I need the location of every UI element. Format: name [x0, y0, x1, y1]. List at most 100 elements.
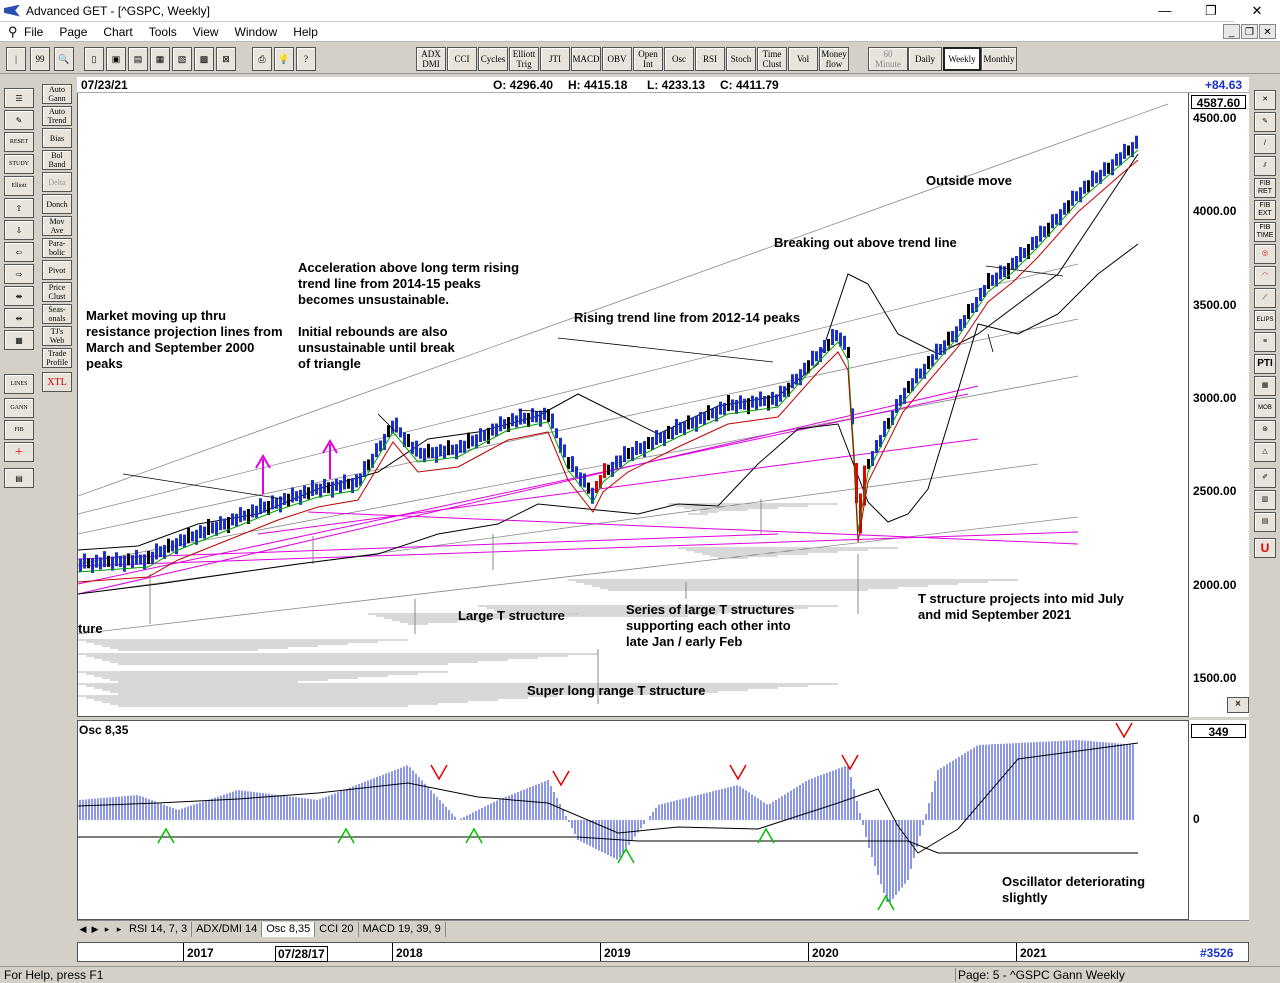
arc-tool-icon[interactable]: ◠: [1254, 266, 1276, 286]
indicator-obv-button[interactable]: OBV: [602, 47, 632, 71]
tile-icon[interactable]: ▦: [150, 47, 170, 71]
tab-prev-icon[interactable]: ▸: [104, 923, 110, 934]
tab-rsi[interactable]: RSI 14, 7, 3: [125, 921, 193, 937]
menu-tools[interactable]: Tools: [148, 24, 177, 39]
open-chart-icon[interactable]: ▤: [128, 47, 148, 71]
channel-tool-icon[interactable]: ⫽: [1254, 156, 1276, 176]
scale-icon[interactable]: ⩙: [1227, 697, 1249, 713]
document-icon[interactable]: ⚲: [8, 23, 18, 39]
pencil-icon[interactable]: ✎: [1254, 112, 1276, 132]
period-daily-button[interactable]: Daily: [908, 47, 942, 71]
indicator-elliott-trig-button[interactable]: Elliott Trig: [509, 47, 539, 71]
fib-ext-button[interactable]: FIB EXT: [1254, 200, 1276, 220]
lines-button[interactable]: LINES: [4, 374, 34, 394]
tab-next-icon[interactable]: ▸: [116, 923, 122, 934]
menu-file[interactable]: File: [24, 24, 44, 39]
zone-tool-icon[interactable]: ▤: [1254, 512, 1276, 532]
help-icon[interactable]: ?: [296, 47, 316, 71]
magnet-icon[interactable]: U: [1254, 538, 1276, 558]
menu-view[interactable]: View: [192, 24, 219, 39]
tool-delta-button[interactable]: Delta: [42, 172, 72, 192]
indicator-vol-button[interactable]: Vol: [788, 47, 818, 71]
tool-trade-profile-button[interactable]: Trade Profile: [42, 348, 72, 368]
compress-icon[interactable]: ⇼: [4, 286, 34, 306]
tool-seasonals-button[interactable]: Seas- onals: [42, 304, 72, 324]
indicator-jti-button[interactable]: JTI: [540, 47, 570, 71]
maximize-button[interactable]: ❐: [1205, 3, 1217, 18]
circle-tool-icon[interactable]: ◎: [1254, 244, 1276, 264]
gann-button[interactable]: GANN: [4, 398, 34, 418]
tool-xtl-button[interactable]: XTL: [42, 372, 72, 392]
tab-first-icon[interactable]: ◀: [79, 923, 87, 934]
delete-icon[interactable]: ⊠: [216, 47, 236, 71]
pin-icon[interactable]: |: [6, 47, 26, 71]
indicator-osc-button[interactable]: Osc: [664, 47, 694, 71]
cycle-tool-icon[interactable]: ⊛: [1254, 420, 1276, 440]
menu-page[interactable]: Page: [59, 24, 88, 39]
zoom-icon[interactable]: 🔍: [54, 47, 74, 71]
study-button[interactable]: STUDY: [4, 154, 34, 174]
crosshair-icon[interactable]: +: [4, 442, 34, 462]
fib-button[interactable]: FIB: [4, 420, 34, 440]
tool-draw-icon[interactable]: ✎: [4, 110, 34, 130]
tab-osc[interactable]: Osc 8,35: [262, 921, 316, 937]
tool-auto-gann-button[interactable]: Auto Gann: [42, 84, 72, 104]
period-60-minute-button[interactable]: 60 Minute: [868, 47, 908, 71]
grid-icon[interactable]: ▩: [194, 47, 214, 71]
period-weekly-button[interactable]: Weekly: [943, 47, 981, 71]
fib-time-button[interactable]: FIB TIME: [1254, 222, 1276, 242]
tool-bias-button[interactable]: Bias: [42, 128, 72, 148]
tool-hand-icon[interactable]: ☰: [4, 88, 34, 108]
line-tool-icon[interactable]: /: [1254, 134, 1276, 154]
elips-button[interactable]: ELIPS: [1254, 310, 1276, 330]
print-icon[interactable]: ⎙: [252, 47, 272, 71]
indicator-open-int-button[interactable]: Open Int: [633, 47, 663, 71]
copy-page-icon[interactable]: ▣: [106, 47, 126, 71]
triangle-tool-icon[interactable]: △: [1254, 442, 1276, 462]
arrow-left-icon[interactable]: ⇦: [4, 242, 34, 262]
tool-mov-ave-button[interactable]: Mov Ave: [42, 216, 72, 236]
menu-help[interactable]: Help: [293, 24, 318, 39]
fib-ret-button[interactable]: FIB RET: [1254, 178, 1276, 198]
pti-button[interactable]: PTI: [1254, 354, 1276, 374]
tool-parabolic-button[interactable]: Para- bolic: [42, 238, 72, 258]
tab-cci[interactable]: CCI 20: [315, 921, 359, 937]
reset-button[interactable]: RESET: [4, 132, 34, 152]
arrow-down-icon[interactable]: ⇩: [4, 220, 34, 240]
tool-bol-band-button[interactable]: Bol Band: [42, 150, 72, 170]
pen-tool-icon[interactable]: ✐: [1254, 468, 1276, 488]
mdi-restore-button[interactable]: ❐: [1241, 24, 1258, 39]
table-tool-icon[interactable]: ▦: [1254, 376, 1276, 396]
expand-icon[interactable]: ⇹: [4, 308, 34, 328]
tool-pivot-button[interactable]: Pivot: [42, 260, 72, 280]
elliott-button[interactable]: Elliott: [4, 176, 34, 196]
tab-macd[interactable]: MACD 19, 39, 9: [359, 921, 446, 937]
tab-adx-dmi[interactable]: ADX/DMI 14: [192, 921, 263, 937]
period-monthly-button[interactable]: Monthly: [981, 47, 1017, 71]
indicator-stoch-button[interactable]: Stoch: [726, 47, 756, 71]
quote-icon[interactable]: 99: [30, 47, 50, 71]
calc-icon[interactable]: ▦: [4, 330, 34, 350]
new-page-icon[interactable]: ▯: [84, 47, 104, 71]
close-drawing-icon[interactable]: ✕: [1254, 90, 1276, 110]
mdi-minimize-button[interactable]: _: [1223, 24, 1240, 39]
indicator-cci-button[interactable]: CCI: [447, 47, 477, 71]
hint-icon[interactable]: 💡: [274, 47, 294, 71]
tool-auto-trend-button[interactable]: Auto Trend: [42, 106, 72, 126]
indicator-macd-button[interactable]: MACD: [571, 47, 601, 71]
tab-last-icon[interactable]: ▶: [91, 923, 99, 934]
fan-tool-icon[interactable]: ⟋: [1254, 288, 1276, 308]
indicator-adx-dmi-button[interactable]: ADX DMI: [416, 47, 446, 71]
tool-price-clust-button[interactable]: Price Clust: [42, 282, 72, 302]
indicator-cycles-button[interactable]: Cycles: [478, 47, 508, 71]
indicator-money-flow-button[interactable]: Money flow: [819, 47, 849, 71]
tool-donch-button[interactable]: Donch: [42, 194, 72, 214]
tool-tjs-web-button[interactable]: TJ's Web: [42, 326, 72, 346]
arrow-right-icon[interactable]: ⇨: [4, 264, 34, 284]
arrow-up-icon[interactable]: ⇧: [4, 198, 34, 218]
mob-button[interactable]: MOB: [1254, 398, 1276, 418]
grid-tool-icon[interactable]: ≡: [1254, 332, 1276, 352]
indicator-time-clust-button[interactable]: Time Clust: [757, 47, 787, 71]
close-button[interactable]: ✕: [1234, 0, 1280, 22]
mdi-close-button[interactable]: ✕: [1259, 24, 1276, 39]
